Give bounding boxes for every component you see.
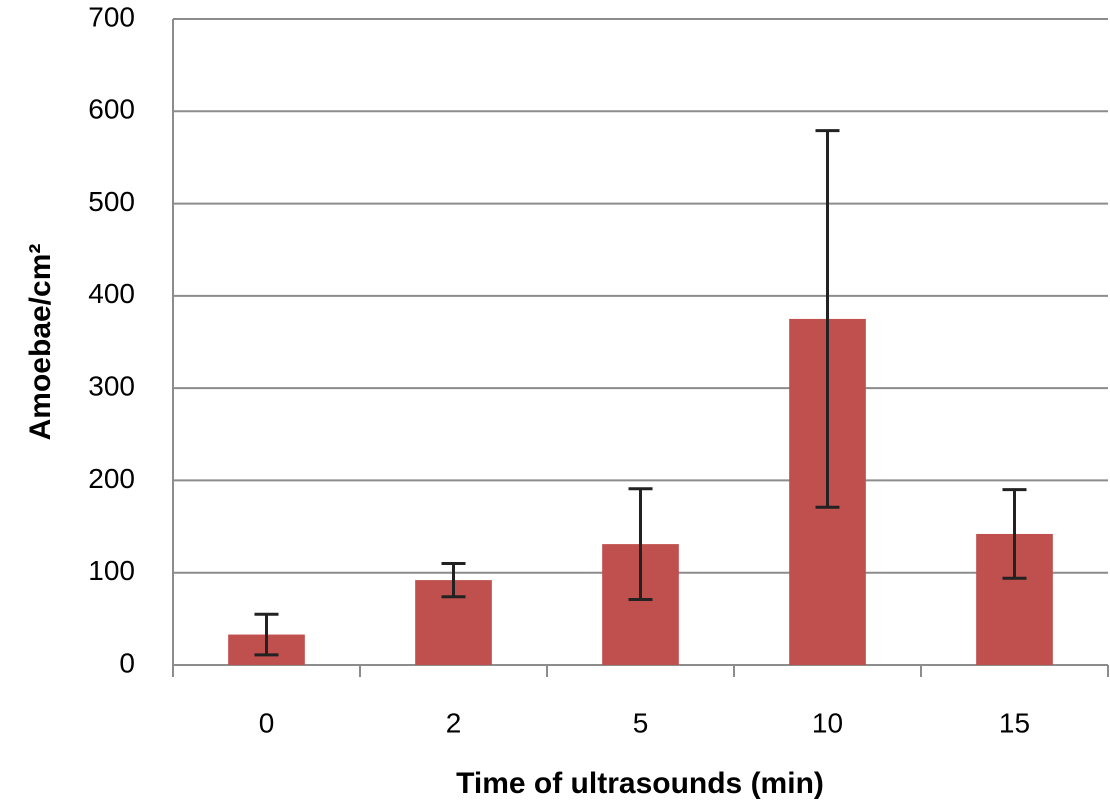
error-bar — [1002, 488, 1027, 580]
y-tick-label: 200 — [88, 463, 135, 494]
x-tick-label: 10 — [812, 707, 843, 738]
x-tick-label: 0 — [259, 707, 275, 738]
y-tick-label: 0 — [119, 647, 135, 678]
y-tick-label: 700 — [88, 1, 135, 32]
x-tick-label: 2 — [446, 707, 462, 738]
y-tick-label: 500 — [88, 186, 135, 217]
y-tick-label: 400 — [88, 278, 135, 309]
y-tick-label: 600 — [88, 94, 135, 125]
x-tick-label: 5 — [633, 707, 649, 738]
x-axis-title: Time of ultrasounds (min) — [456, 767, 824, 800]
error-bar — [628, 487, 653, 601]
y-tick-label: 100 — [88, 555, 135, 586]
error-bar — [254, 612, 279, 657]
error-bar — [441, 561, 466, 599]
y-axis-title: Amoebae/cm² — [24, 244, 57, 441]
y-tick-label: 300 — [88, 371, 135, 402]
x-tick-label: 15 — [999, 707, 1030, 738]
error-bar — [815, 129, 840, 509]
